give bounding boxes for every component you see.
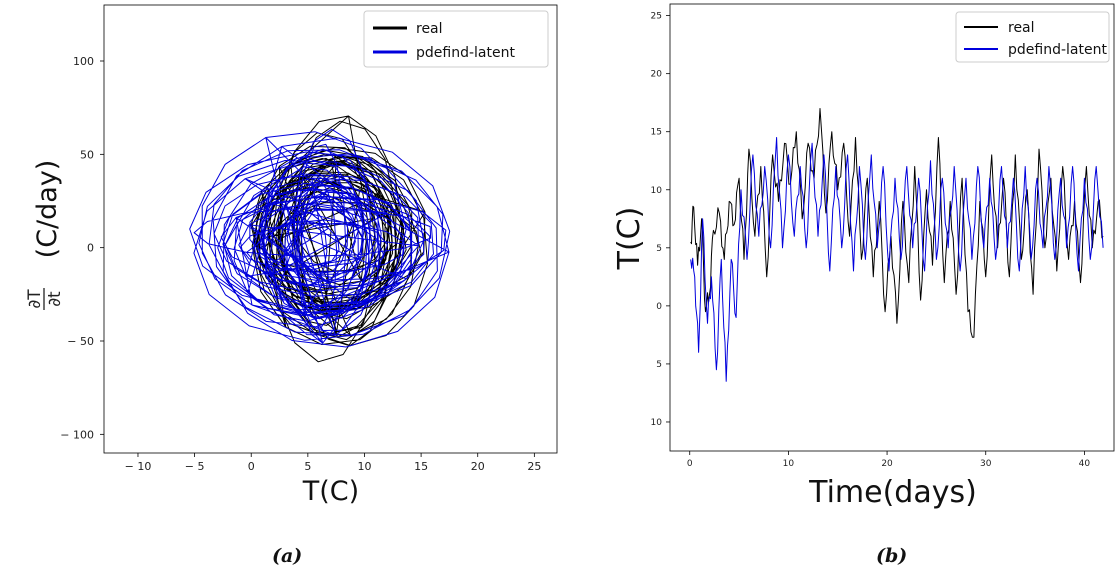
y-tick-label-b: 10 <box>651 418 663 428</box>
time-series-lines <box>690 108 1104 382</box>
y-tick-label-b: 5 <box>656 244 662 254</box>
x-axis-label-a: T(C) <box>302 476 359 507</box>
y-tick-label-a: 50 <box>80 148 94 161</box>
x-tick-label-b: 20 <box>881 459 893 469</box>
phase-portrait-lines <box>189 115 451 363</box>
x-tick-label-b: 0 <box>687 459 693 469</box>
caption-a: (a) <box>272 545 302 567</box>
y-tick-label-b: 15 <box>651 128 662 138</box>
y-tick-label-b: 25 <box>651 12 662 22</box>
y-axis-label-text-a: (C/day) <box>32 160 63 259</box>
y-tick-label-b: 10 <box>651 186 663 196</box>
y-axis-label-a: ∂T ∂t (C/day) <box>25 160 65 310</box>
legend-label-pdefind-b: pdefind-latent <box>1008 42 1107 58</box>
y-axis-fraction-denominator: ∂t <box>45 291 65 307</box>
y-tick-label-b: 20 <box>651 70 663 80</box>
legend-label-real-b: real <box>1008 20 1035 36</box>
legend-box-a <box>363 10 549 68</box>
x-tick-label-a: − 10 <box>125 460 152 473</box>
x-tick-label-b: 10 <box>783 459 795 469</box>
y-tick-label-a: 100 <box>73 55 94 68</box>
y-tick-label-a: − 50 <box>67 335 94 348</box>
series-pdefind-latent-b <box>690 137 1104 382</box>
axis-ticks-b: 0 10 20 30 40 10 5 0 5 10 15 20 25 <box>651 12 1091 469</box>
legend-a: real pdefind-latent <box>363 10 549 68</box>
y-axis-fraction-numerator: ∂T <box>25 289 45 309</box>
legend-label-pdefind-a: pdefind-latent <box>416 45 515 61</box>
y-axis-label-b: T(C) <box>612 207 647 271</box>
x-tick-label-a: − 5 <box>185 460 205 473</box>
x-tick-label-b: 40 <box>1079 459 1091 469</box>
x-tick-label-a: 20 <box>471 460 485 473</box>
caption-b: (b) <box>876 545 907 567</box>
panel-b: 0 10 20 30 40 10 5 0 5 10 15 20 25 Time(days) T(C) r… <box>612 3 1115 510</box>
y-tick-label-b: 5 <box>656 360 662 370</box>
x-axis-label-b: Time(days) <box>808 475 977 510</box>
x-tick-label-a: 10 <box>357 460 371 473</box>
x-tick-label-a: 0 <box>248 460 255 473</box>
x-tick-label-a: 5 <box>304 460 311 473</box>
series-pdefind-latent-a <box>189 128 451 348</box>
legend-b: real pdefind-latent <box>955 11 1110 63</box>
plot-frame-b <box>669 3 1115 452</box>
x-tick-label-a: 25 <box>527 460 541 473</box>
x-tick-label-b: 30 <box>980 459 992 469</box>
x-tick-label-a: 15 <box>414 460 428 473</box>
y-tick-label-a: − 100 <box>60 428 94 441</box>
y-tick-label-a: 0 <box>87 242 94 255</box>
plot-frame-a <box>103 4 558 454</box>
legend-label-real-a: real <box>416 21 443 37</box>
y-tick-label-b: 0 <box>656 302 662 312</box>
